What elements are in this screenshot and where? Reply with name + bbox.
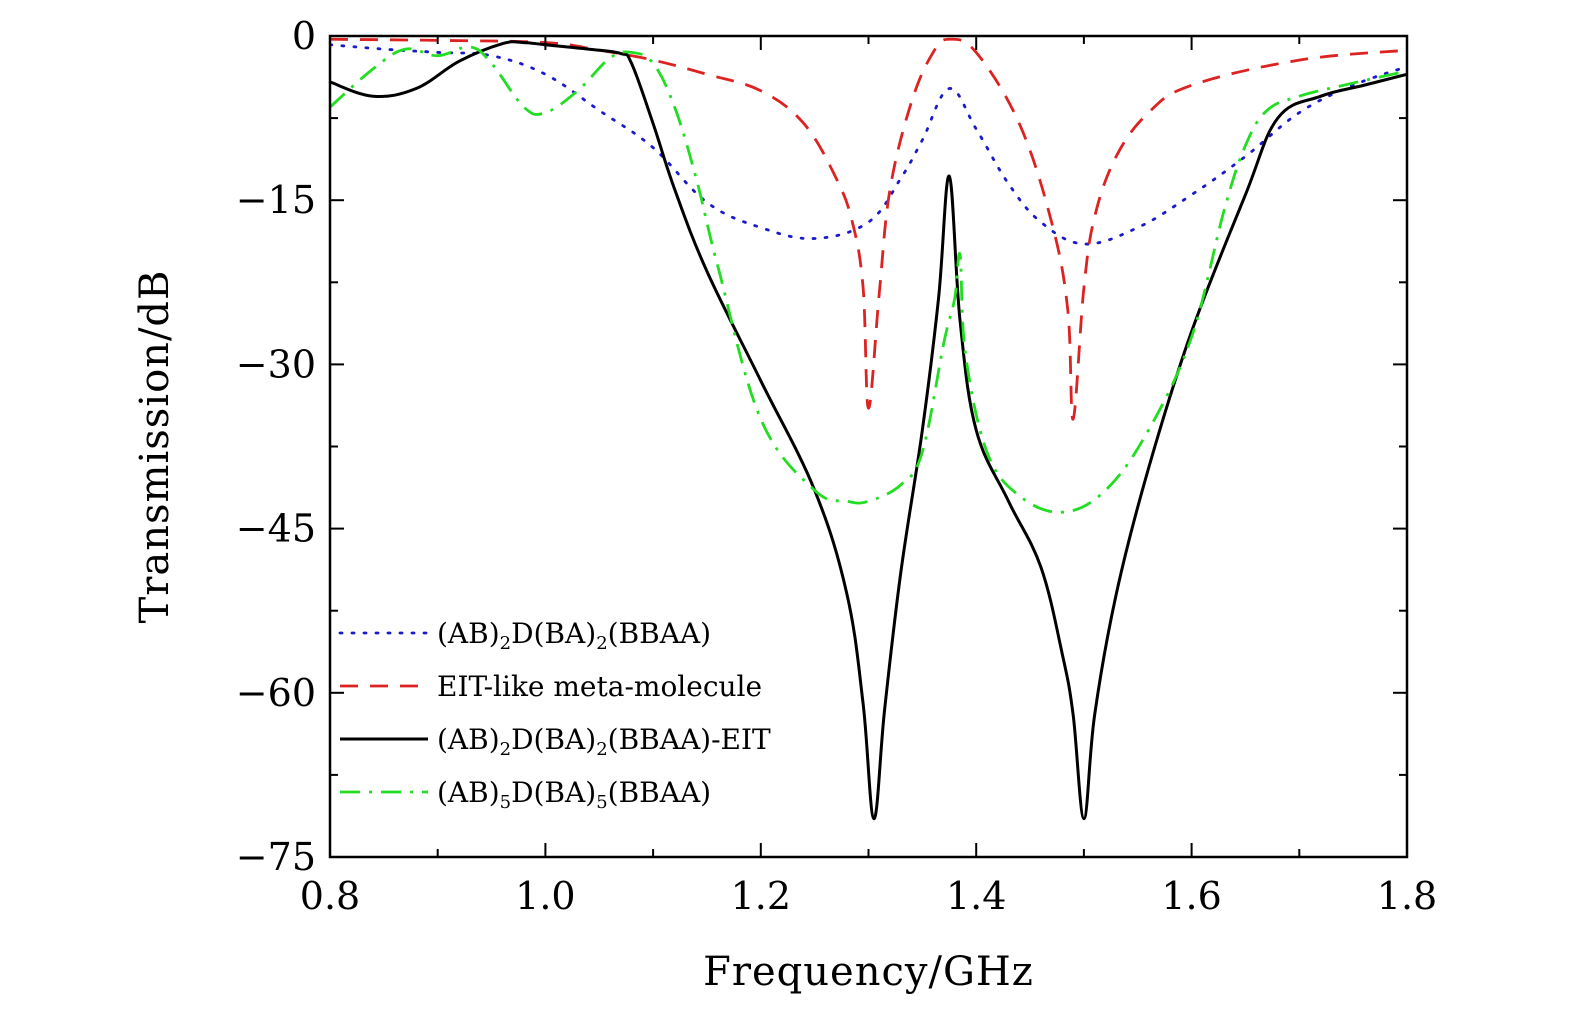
series-line-1 [330,43,1407,246]
legend-label-1: (AB)2D(BA)2(BBAA) [437,617,711,654]
y-tick-label: −45 [236,507,316,551]
x-tick-label: 1.0 [515,874,575,918]
x-tick-label: 1.8 [1377,874,1437,918]
x-tick-label: 1.4 [946,874,1006,918]
series-line-2 [330,37,1407,421]
y-axis-ticks: 0 −15 −30 −45 −60 −75 [236,14,1407,879]
legend-label-4: (AB)5D(BA)5(BBAA) [437,776,711,813]
legend-label-2: EIT-like meta-molecule [437,670,762,703]
y-tick-label: −60 [236,671,316,715]
x-axis-title: Frequency/GHz [703,949,1034,995]
y-tick-label: −15 [236,178,316,222]
series-layer [330,37,1407,821]
x-tick-label: 1.6 [1161,874,1221,918]
x-axis-ticks: 0.8 1.0 1.2 1.4 1.6 1.8 [300,36,1437,918]
y-axis-title: Transmission/dB [132,270,178,624]
series-line-4 [330,45,1407,514]
legend-label-3: (AB)2D(BA)2(BBAA)-EIT [437,723,771,760]
y-tick-label: −75 [236,835,316,879]
y-tick-label: −30 [236,342,316,386]
x-tick-label: 0.8 [300,874,360,918]
x-tick-label: 1.2 [731,874,791,918]
series-line-3 [330,40,1407,821]
y-tick-label: 0 [292,14,316,58]
legend: (AB)2D(BA)2(BBAA) EIT-like meta-molecule (… [338,617,771,813]
